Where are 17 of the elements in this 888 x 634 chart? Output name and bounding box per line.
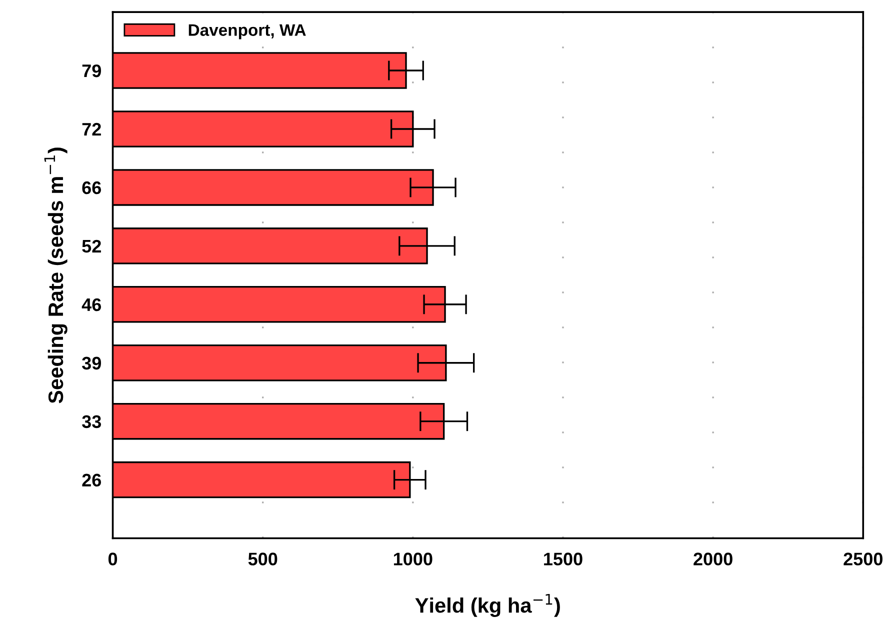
y-tick-label: 79 [82,64,101,78]
x-tick-label: 0 [108,552,118,566]
legend-label: Davenport, WA [188,24,306,40]
y-axis-title: Seeding Rate (seeds m$^{−1}$) [44,148,68,404]
y-tick-label: 72 [82,122,101,136]
x-tick-label: 1500 [544,552,582,566]
y-tick-label: 33 [82,415,102,428]
y-tick-label: 26 [82,474,102,487]
y-tick-label: 52 [82,240,101,253]
x-tick-label: 1000 [394,552,432,566]
x-tick-label: 2000 [694,552,732,566]
x-axis-title: Yield (kg ha$^{−1}$) [415,594,560,618]
x-tick-label: 2500 [844,552,882,566]
y-tick-label: 39 [82,356,101,370]
x-tick-label: 500 [248,552,278,566]
y-tick-label: 66 [82,181,102,194]
y-tick-label: 46 [82,298,102,312]
